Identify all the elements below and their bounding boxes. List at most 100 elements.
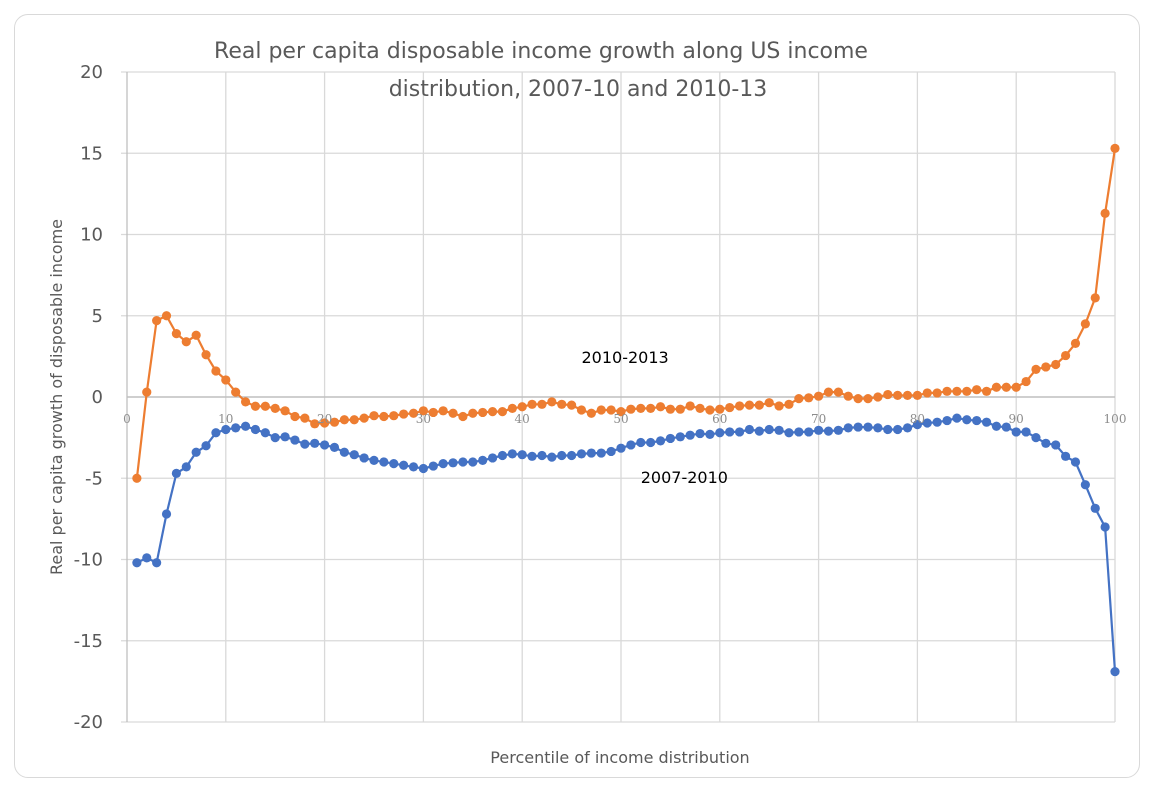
data-point (843, 423, 853, 433)
data-point (962, 415, 972, 425)
data-point (804, 393, 814, 403)
data-point (250, 401, 261, 411)
y-axis-label: Real per capita growth of disposable inc… (47, 219, 66, 575)
data-point (152, 558, 162, 568)
data-point (329, 442, 340, 452)
data-point (586, 448, 596, 458)
data-point (675, 432, 685, 442)
x-axis-label: Percentile of income distribution (490, 748, 749, 767)
data-point (191, 330, 201, 340)
x-tick-label: 20 (317, 412, 332, 426)
y-tick-label: -10 (74, 550, 103, 571)
data-point (349, 450, 359, 460)
data-point (596, 405, 606, 415)
x-tick-label: 100 (1104, 412, 1127, 426)
data-point (507, 403, 517, 413)
data-point (1070, 338, 1081, 348)
data-point (349, 415, 359, 425)
series-2007-2010 (132, 413, 1120, 677)
data-point (606, 446, 616, 457)
data-point (754, 426, 764, 436)
data-point (853, 394, 863, 404)
series-line (135, 148, 1117, 479)
x-tick-label: 90 (1009, 412, 1024, 426)
data-point (1021, 427, 1031, 437)
data-point (655, 436, 666, 446)
y-tick-label: 15 (80, 143, 103, 164)
data-point (814, 391, 824, 401)
data-point (646, 437, 656, 448)
data-point (290, 435, 300, 445)
data-point (794, 394, 804, 404)
data-point (211, 366, 221, 376)
data-point (1110, 667, 1120, 677)
data-point (142, 387, 152, 397)
data-point (705, 405, 715, 415)
series-line (136, 417, 1117, 672)
data-point (537, 450, 547, 461)
x-tick-label: 50 (613, 412, 628, 426)
data-point (715, 428, 725, 438)
data-point (379, 411, 389, 422)
data-point (142, 553, 152, 563)
data-point (586, 408, 596, 418)
data-point (1061, 451, 1071, 461)
data-point (902, 390, 913, 400)
data-point (132, 473, 142, 483)
data-point (1070, 457, 1081, 467)
data-point (152, 316, 162, 326)
data-point (665, 404, 676, 414)
x-tick-label: 0 (123, 412, 131, 426)
data-point (487, 453, 498, 463)
data-point (369, 455, 379, 465)
data-point (369, 411, 379, 421)
data-point (1041, 438, 1051, 448)
data-point (863, 394, 873, 404)
data-point (823, 426, 834, 436)
annotations: 2010-2013 2007-2010 (581, 348, 727, 487)
data-point (744, 424, 755, 435)
data-point (547, 452, 557, 462)
y-tick-label: 20 (80, 62, 103, 83)
data-point (497, 407, 508, 417)
data-point (191, 447, 201, 457)
data-point (448, 408, 458, 418)
data-point (843, 391, 853, 401)
data-point (320, 440, 330, 450)
data-point (893, 390, 903, 400)
data-point (962, 386, 972, 396)
data-point (379, 457, 389, 467)
data-point (991, 382, 1002, 392)
data-point (310, 438, 320, 448)
series-annotation: 2010-2013 (581, 348, 668, 367)
data-point (576, 405, 587, 415)
data-point (744, 400, 755, 410)
data-point (576, 449, 587, 459)
data-point (359, 453, 369, 463)
data-point (893, 424, 903, 435)
data-point (1011, 382, 1021, 392)
data-point (655, 402, 666, 412)
data-point (814, 425, 824, 435)
data-point (507, 449, 517, 459)
data-point (883, 389, 893, 400)
data-point (399, 409, 409, 419)
data-point (873, 423, 883, 433)
data-point (833, 425, 843, 435)
data-point (408, 462, 419, 472)
data-point (912, 420, 923, 430)
data-point (211, 428, 221, 438)
data-point (468, 457, 478, 467)
x-tick-label: 70 (811, 412, 826, 426)
data-point (240, 397, 251, 407)
data-point (557, 450, 567, 461)
data-point (250, 424, 261, 435)
data-point (754, 400, 764, 410)
data-point (181, 462, 191, 472)
data-point (468, 408, 478, 418)
data-point (1021, 376, 1031, 387)
x-tick-label: 40 (515, 412, 530, 426)
chart-title-line-1: Real per capita disposable income growth… (214, 39, 868, 64)
data-point (784, 428, 794, 438)
